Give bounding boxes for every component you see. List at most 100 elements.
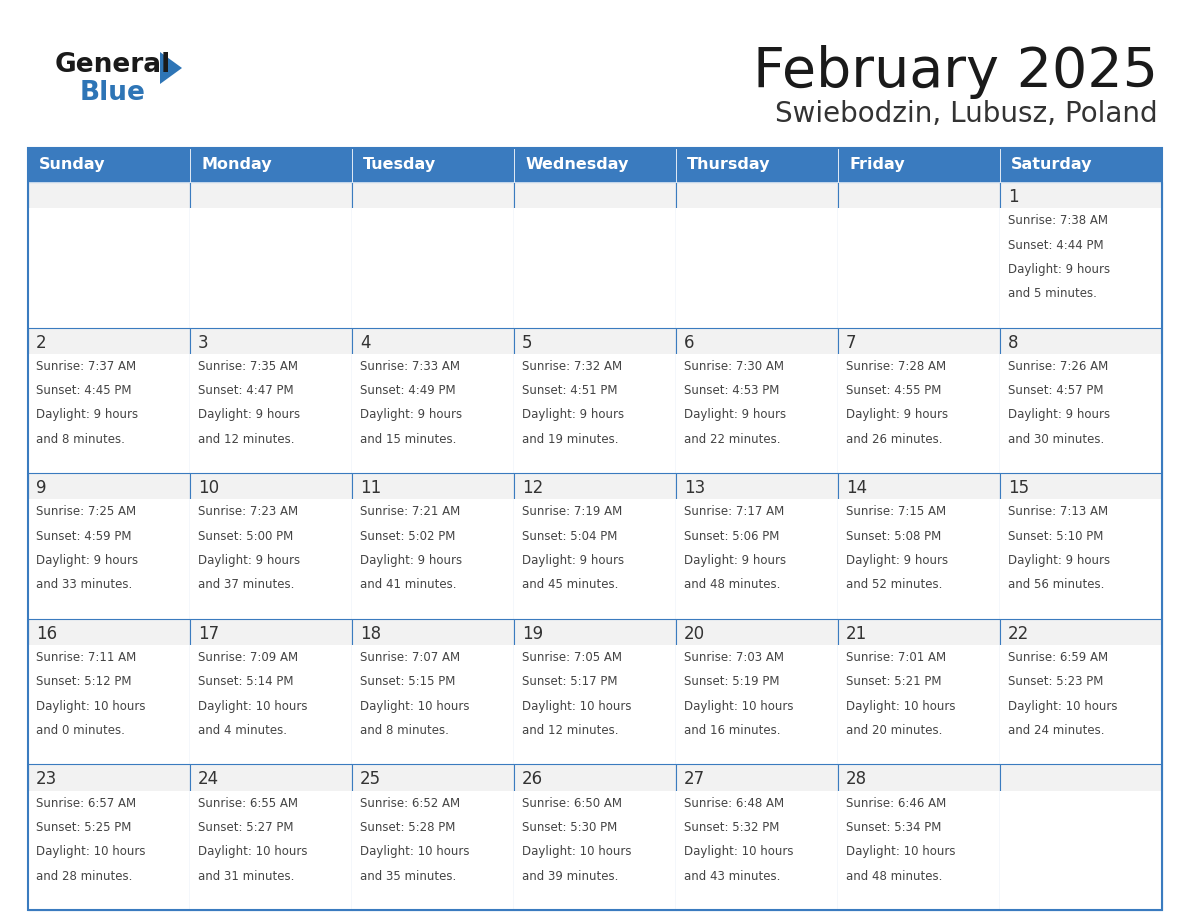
Text: and 30 minutes.: and 30 minutes. <box>1007 432 1105 446</box>
Bar <box>190 645 352 765</box>
Text: 13: 13 <box>684 479 706 498</box>
Text: and 48 minutes.: and 48 minutes. <box>846 869 942 882</box>
Text: Sunrise: 7:30 AM: Sunrise: 7:30 AM <box>684 360 784 373</box>
Bar <box>676 182 838 328</box>
Text: Sunset: 5:34 PM: Sunset: 5:34 PM <box>846 821 941 834</box>
Text: Daylight: 10 hours: Daylight: 10 hours <box>522 700 632 712</box>
Text: Sunset: 4:59 PM: Sunset: 4:59 PM <box>36 530 132 543</box>
Text: and 8 minutes.: and 8 minutes. <box>360 724 449 737</box>
Text: Sunrise: 7:32 AM: Sunrise: 7:32 AM <box>522 360 623 373</box>
Text: Daylight: 9 hours: Daylight: 9 hours <box>1007 554 1110 567</box>
Text: Sunset: 5:19 PM: Sunset: 5:19 PM <box>684 676 779 688</box>
Text: Sunset: 5:15 PM: Sunset: 5:15 PM <box>360 676 455 688</box>
Text: Daylight: 10 hours: Daylight: 10 hours <box>1007 700 1118 712</box>
Text: Sunrise: 6:50 AM: Sunrise: 6:50 AM <box>522 797 623 810</box>
Bar <box>514 208 676 328</box>
Bar <box>29 353 190 473</box>
Text: Tuesday: Tuesday <box>364 158 436 173</box>
Text: Sunset: 5:02 PM: Sunset: 5:02 PM <box>360 530 455 543</box>
Text: Sunrise: 6:55 AM: Sunrise: 6:55 AM <box>198 797 298 810</box>
Text: and 45 minutes.: and 45 minutes. <box>522 578 619 591</box>
Text: Sunrise: 7:35 AM: Sunrise: 7:35 AM <box>198 360 298 373</box>
Bar <box>29 208 190 328</box>
Text: Sunrise: 7:05 AM: Sunrise: 7:05 AM <box>522 651 623 664</box>
Bar <box>676 353 838 473</box>
Bar <box>514 353 676 473</box>
Text: Sunrise: 7:21 AM: Sunrise: 7:21 AM <box>360 506 460 519</box>
Bar <box>352 328 514 473</box>
Bar <box>514 182 676 328</box>
Bar <box>838 619 1000 765</box>
Text: Sunday: Sunday <box>39 158 106 173</box>
Text: Daylight: 10 hours: Daylight: 10 hours <box>684 700 794 712</box>
Text: and 31 minutes.: and 31 minutes. <box>198 869 295 882</box>
Text: 24: 24 <box>198 770 219 789</box>
Text: Daylight: 9 hours: Daylight: 9 hours <box>1007 263 1110 275</box>
Text: Sunrise: 7:19 AM: Sunrise: 7:19 AM <box>522 506 623 519</box>
Text: Sunset: 4:44 PM: Sunset: 4:44 PM <box>1007 239 1104 252</box>
Polygon shape <box>160 52 182 84</box>
Text: Daylight: 9 hours: Daylight: 9 hours <box>522 409 624 421</box>
Text: and 20 minutes.: and 20 minutes. <box>846 724 942 737</box>
Text: Sunrise: 7:13 AM: Sunrise: 7:13 AM <box>1007 506 1108 519</box>
Bar <box>1000 182 1162 328</box>
Text: Daylight: 9 hours: Daylight: 9 hours <box>522 554 624 567</box>
Text: Sunrise: 7:03 AM: Sunrise: 7:03 AM <box>684 651 784 664</box>
Text: and 39 minutes.: and 39 minutes. <box>522 869 619 882</box>
Text: and 24 minutes.: and 24 minutes. <box>1007 724 1105 737</box>
Bar <box>838 645 1000 765</box>
Text: Sunset: 4:51 PM: Sunset: 4:51 PM <box>522 384 618 397</box>
Text: 10: 10 <box>198 479 219 498</box>
Bar <box>190 353 352 473</box>
Text: Sunrise: 7:01 AM: Sunrise: 7:01 AM <box>846 651 946 664</box>
Text: Sunset: 4:47 PM: Sunset: 4:47 PM <box>198 384 293 397</box>
Text: Daylight: 9 hours: Daylight: 9 hours <box>36 409 138 421</box>
Text: 16: 16 <box>36 625 57 643</box>
Text: Sunset: 5:08 PM: Sunset: 5:08 PM <box>846 530 941 543</box>
Text: Sunset: 5:25 PM: Sunset: 5:25 PM <box>36 821 132 834</box>
Bar <box>514 619 676 765</box>
Bar <box>1000 148 1162 182</box>
Text: Sunrise: 7:09 AM: Sunrise: 7:09 AM <box>198 651 298 664</box>
Text: 15: 15 <box>1007 479 1029 498</box>
Text: Sunrise: 7:38 AM: Sunrise: 7:38 AM <box>1007 214 1108 228</box>
Text: Sunset: 4:49 PM: Sunset: 4:49 PM <box>360 384 456 397</box>
Text: Daylight: 10 hours: Daylight: 10 hours <box>198 700 308 712</box>
Text: 21: 21 <box>846 625 867 643</box>
Bar <box>838 208 1000 328</box>
Text: and 41 minutes.: and 41 minutes. <box>360 578 456 591</box>
Text: Sunrise: 6:46 AM: Sunrise: 6:46 AM <box>846 797 947 810</box>
Text: Sunrise: 7:15 AM: Sunrise: 7:15 AM <box>846 506 946 519</box>
Bar <box>514 645 676 765</box>
Text: 12: 12 <box>522 479 543 498</box>
Text: 1: 1 <box>1007 188 1018 206</box>
Text: Sunset: 5:21 PM: Sunset: 5:21 PM <box>846 676 942 688</box>
Bar <box>514 328 676 473</box>
Text: and 43 minutes.: and 43 minutes. <box>684 869 781 882</box>
Bar <box>676 499 838 619</box>
Text: Blue: Blue <box>80 80 146 106</box>
Bar <box>352 208 514 328</box>
Bar <box>190 499 352 619</box>
Bar <box>676 619 838 765</box>
Bar <box>352 148 514 182</box>
Text: 23: 23 <box>36 770 57 789</box>
Bar <box>676 473 838 619</box>
Text: Daylight: 10 hours: Daylight: 10 hours <box>36 845 145 858</box>
Bar <box>190 619 352 765</box>
Bar <box>838 790 1000 910</box>
Bar <box>29 328 190 473</box>
Text: Swiebodzin, Lubusz, Poland: Swiebodzin, Lubusz, Poland <box>776 100 1158 128</box>
Text: Sunrise: 7:26 AM: Sunrise: 7:26 AM <box>1007 360 1108 373</box>
Text: Daylight: 9 hours: Daylight: 9 hours <box>198 409 301 421</box>
Text: 17: 17 <box>198 625 219 643</box>
Text: Sunrise: 7:28 AM: Sunrise: 7:28 AM <box>846 360 946 373</box>
Text: 27: 27 <box>684 770 706 789</box>
Text: Sunrise: 7:23 AM: Sunrise: 7:23 AM <box>198 506 298 519</box>
Text: Sunrise: 6:59 AM: Sunrise: 6:59 AM <box>1007 651 1108 664</box>
Text: Sunrise: 6:48 AM: Sunrise: 6:48 AM <box>684 797 784 810</box>
Text: Daylight: 9 hours: Daylight: 9 hours <box>846 409 948 421</box>
Bar <box>838 765 1000 910</box>
Bar <box>676 208 838 328</box>
Text: and 22 minutes.: and 22 minutes. <box>684 432 781 446</box>
